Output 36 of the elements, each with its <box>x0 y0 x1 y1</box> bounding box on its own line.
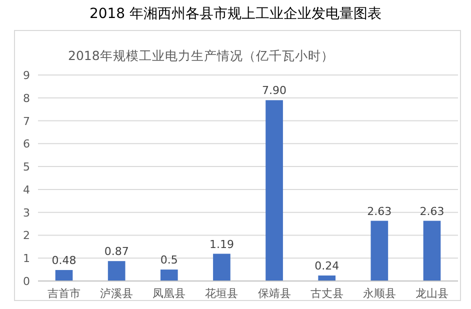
data-label: 0.87 <box>104 245 129 258</box>
y-tick-label: 6 <box>23 138 30 151</box>
data-label: 0.5 <box>160 254 178 267</box>
data-label: 7.90 <box>262 84 287 98</box>
bar <box>318 276 336 281</box>
x-tick-label: 花垣县 <box>205 287 238 300</box>
bar <box>370 220 388 281</box>
bar <box>213 254 230 281</box>
x-tick-label: 永顺县 <box>362 287 396 300</box>
data-label: 2.63 <box>367 204 392 218</box>
bar <box>108 261 126 281</box>
y-tick-label: 7 <box>23 114 30 128</box>
x-tick-label: 凤凰县 <box>152 287 186 300</box>
bar <box>55 270 73 281</box>
y-tick-label: 5 <box>23 160 30 174</box>
y-tick-label: 4 <box>23 183 30 196</box>
data-label: 1.19 <box>209 238 234 251</box>
bar <box>266 100 283 281</box>
y-tick-label: 1 <box>23 252 30 266</box>
x-tick-label: 龙山县 <box>415 287 448 300</box>
x-tick-label: 古丈县 <box>310 287 344 300</box>
y-tick-label: 8 <box>23 92 30 105</box>
x-tick-label: 吉首市 <box>48 287 81 300</box>
y-tick-label: 3 <box>23 206 30 220</box>
data-label: 0.48 <box>52 254 76 268</box>
y-tick-label: 2 <box>23 229 30 242</box>
x-tick-label: 保靖县 <box>258 287 291 300</box>
y-tick-label: 0 <box>23 275 30 288</box>
x-tick-label: 泸溪县 <box>100 287 134 300</box>
bar <box>423 220 441 281</box>
chart-subtitle: 2018年规模工业电力生产情况（亿千瓦小时） <box>68 48 334 63</box>
data-label: 0.24 <box>314 260 340 273</box>
y-tick-label: 9 <box>23 69 30 82</box>
data-label: 2.63 <box>420 204 444 218</box>
chart-title: 2018 年湘西州各县市规上工业企业发电量图表 <box>89 6 382 22</box>
bar <box>160 270 178 281</box>
